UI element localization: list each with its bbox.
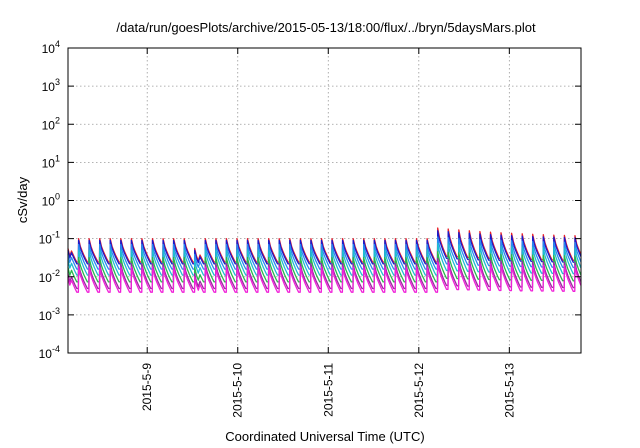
series-line-5 — [67, 251, 582, 283]
x-tick-label: 2015-5-11 — [321, 363, 335, 417]
y-tick-label: 101 — [42, 153, 60, 170]
y-tick-label: 104 — [42, 39, 60, 56]
y-tick-label: 10-3 — [39, 306, 60, 323]
x-axis-label: Coordinated Universal Time (UTC) — [225, 429, 424, 444]
chart-title: /data/run/goesPlots/archive/2015-05-13/1… — [116, 20, 536, 35]
series-line-2 — [67, 230, 582, 265]
x-tick-label: 2015-5-9 — [140, 363, 154, 411]
plot-frame — [67, 47, 582, 354]
series-line-4 — [67, 242, 582, 276]
series-line-3 — [67, 236, 582, 270]
x-tick-label: 2015-5-10 — [231, 363, 245, 418]
y-axis-label: cSv/day — [15, 176, 30, 223]
y-tick-label: 102 — [42, 115, 60, 132]
y-tick-label: 10-1 — [39, 230, 60, 247]
series-line-7 — [67, 261, 582, 293]
x-tick-label: 2015-5-13 — [502, 363, 516, 418]
y-tick-label: 10-4 — [39, 344, 60, 361]
x-tick-label: 2015-5-12 — [412, 363, 426, 418]
y-tick-label: 10-2 — [39, 268, 60, 285]
y-tick-label: 100 — [42, 192, 60, 209]
y-tick-label: 103 — [42, 77, 60, 94]
series-line-6 — [67, 257, 582, 290]
